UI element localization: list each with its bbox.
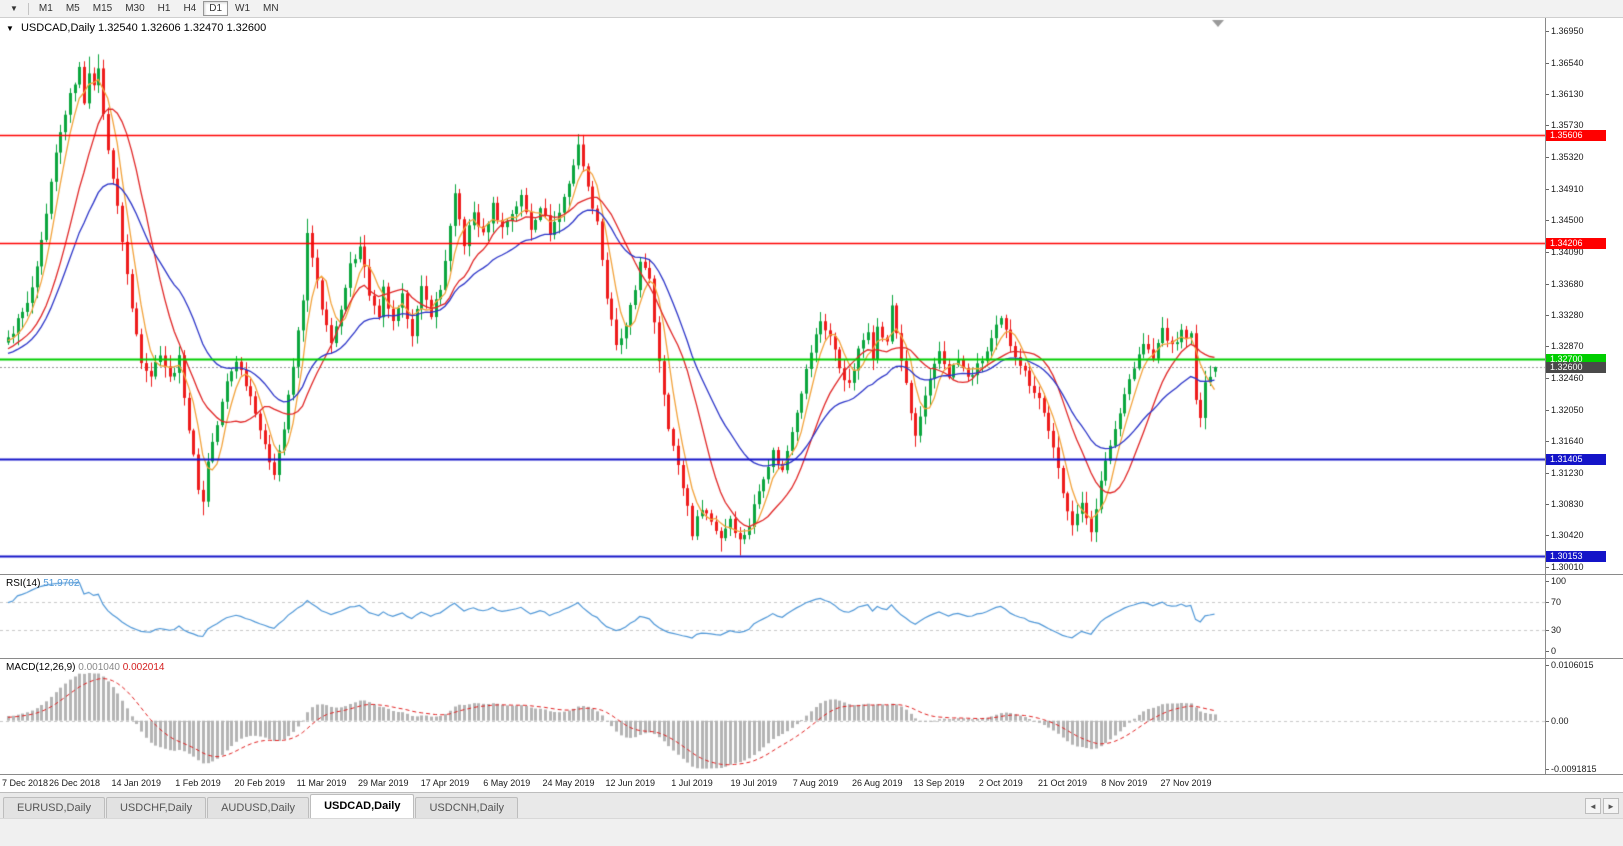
price-tick-label: 1.31640 xyxy=(1546,436,1584,447)
rsi-canvas[interactable] xyxy=(0,575,1545,658)
price-tick-label: 1.36950 xyxy=(1546,26,1584,37)
price-level-badge: 1.30153 xyxy=(1546,551,1606,562)
rsi-tick-label: 70 xyxy=(1545,596,1562,607)
macd-tick-label: 0.00 xyxy=(1546,715,1569,726)
price-tick-label: 1.36540 xyxy=(1546,57,1584,68)
price-tick-label: 1.33280 xyxy=(1546,309,1584,320)
price-axis[interactable]: 1.36950 1.36540 1.36130 1.35730 1.35320 1.349… xyxy=(1545,18,1623,574)
rsi-tick-label: 100 xyxy=(1545,575,1567,586)
date-label: 17 Apr 2019 xyxy=(420,778,470,788)
date-label: 1 Jul 2019 xyxy=(671,778,713,788)
macd-pane: MACD(12,26,9) 0.001040 0.002014 0.010601… xyxy=(0,659,1623,775)
price-level-badge: 1.32700 xyxy=(1546,354,1606,366)
date-label: 19 Jul 2019 xyxy=(730,778,778,788)
date-label: 12 Jun 2019 xyxy=(605,778,656,788)
chart-symbol-label: USDCAD,Daily xyxy=(20,22,95,34)
date-label: 20 Feb 2019 xyxy=(234,778,286,788)
tab-audusd-daily[interactable]: AUDUSD,Daily xyxy=(207,797,310,818)
date-label: 27 Nov 2019 xyxy=(1160,778,1212,788)
timeframe-button-d1[interactable]: D1 xyxy=(203,1,229,16)
rsi-axis[interactable]: 100 70 30 0 xyxy=(1545,575,1623,658)
price-tick-label: 1.33680 xyxy=(1546,278,1584,289)
chart-ohlc-values: 1.32540 1.32606 1.32470 1.32600 xyxy=(98,22,267,34)
price-level-badge: 1.35606 xyxy=(1546,129,1606,141)
price-tick-label: 1.34910 xyxy=(1546,183,1584,194)
price-tick-label: 1.34500 xyxy=(1546,215,1584,226)
rsi-tick-label: 0 xyxy=(1545,645,1557,656)
price-tick-label: 1.30420 xyxy=(1546,530,1584,541)
macd-axis[interactable]: 0.0106015 0.00 -0.0091815 xyxy=(1545,659,1623,774)
price-level-badge: 1.31405 xyxy=(1546,454,1606,466)
tab-eurusd-daily[interactable]: EURUSD,Daily xyxy=(3,797,105,818)
main-chart-canvas[interactable] xyxy=(0,18,1545,574)
price-tick-label: 1.36130 xyxy=(1546,89,1584,100)
date-label: 26 Dec 2018 xyxy=(48,778,101,788)
chart-window: ▼ USDCAD,Daily 1.32540 1.32606 1.32470 1… xyxy=(0,18,1623,792)
rsi-label: RSI(14) 51.9702 xyxy=(6,578,80,589)
tab-scroll-left-button[interactable]: ◄ xyxy=(1585,798,1601,814)
date-label: 21 Oct 2019 xyxy=(1037,778,1088,788)
price-tick-label: 1.30830 xyxy=(1546,498,1584,509)
chart-title: ▼ USDCAD,Daily 1.32540 1.32606 1.32470 1… xyxy=(6,22,266,34)
date-label: 2 Oct 2019 xyxy=(978,778,1023,788)
tab-usdcnh-daily[interactable]: USDCNH,Daily xyxy=(415,797,519,818)
tab-usdcad-daily[interactable]: USDCAD,Daily xyxy=(310,794,415,818)
price-tick-label: 1.31230 xyxy=(1546,467,1584,478)
price-level-badge: 1.34206 xyxy=(1546,238,1606,250)
macd-signal-value: 0.002014 xyxy=(122,662,165,673)
tab-scroll-right-button[interactable]: ► xyxy=(1603,798,1619,814)
rsi-tick-label: 30 xyxy=(1545,624,1562,635)
timeframe-button-m30[interactable]: M30 xyxy=(125,3,145,14)
macd-canvas[interactable] xyxy=(0,659,1545,774)
timeframe-button-h4[interactable]: H4 xyxy=(183,3,197,14)
date-label: 14 Jan 2019 xyxy=(111,778,162,788)
price-tick-label: 1.32870 xyxy=(1546,341,1584,352)
chart-menu-arrow-icon[interactable]: ▼ xyxy=(10,4,18,13)
timeframe-button-m15[interactable]: M15 xyxy=(92,3,113,14)
macd-main-value: 0.001040 xyxy=(78,662,120,673)
timeframe-button-w1[interactable]: W1 xyxy=(235,3,251,14)
date-label: 7 Dec 2018 xyxy=(2,778,49,788)
tab-usdchf-daily[interactable]: USDCHF,Daily xyxy=(105,797,207,818)
date-label: 13 Sep 2019 xyxy=(913,778,965,788)
price-tick-label: 1.32050 xyxy=(1546,404,1584,415)
macd-tick-label: 0.0106015 xyxy=(1546,660,1594,671)
rsi-pane: RSI(14) 51.9702 100 70 30 0 xyxy=(0,575,1623,659)
date-label: 1 Feb 2019 xyxy=(175,778,221,788)
toolbar-separator xyxy=(27,2,29,15)
tab-scroll-buttons: ◄ ► xyxy=(1585,798,1619,814)
date-label: 7 Aug 2019 xyxy=(792,778,839,788)
timeframe-buttons-group: M1 M5 M15 M30 H1 H4 D1 W1 MN xyxy=(33,1,286,16)
price-tick-label: 1.34090 xyxy=(1546,246,1584,257)
timeframe-button-m5[interactable]: M5 xyxy=(65,3,80,14)
price-tick-label: 1.35320 xyxy=(1546,152,1584,162)
timeframe-toolbar: ▼ M1 M5 M15 M30 H1 H4 D1 W1 MN xyxy=(0,0,1623,18)
one-click-trading-arrow-icon[interactable]: ▼ xyxy=(6,24,14,33)
price-tick-label: 1.35730 xyxy=(1546,120,1584,131)
date-label: 8 Nov 2019 xyxy=(1101,778,1148,788)
date-axis[interactable]: 7 Dec 2018 26 Dec 2018 14 Jan 2019 1 Feb 20… xyxy=(0,775,1623,792)
main-chart-pane: ▼ USDCAD,Daily 1.32540 1.32606 1.32470 1… xyxy=(0,18,1623,575)
macd-tick-label: -0.0091815 xyxy=(1546,763,1597,774)
macd-label: MACD(12,26,9) 0.001040 0.002014 xyxy=(6,662,165,673)
date-label: 29 Mar 2019 xyxy=(357,778,409,788)
date-label: 26 Aug 2019 xyxy=(851,778,903,788)
timeframe-button-mn[interactable]: MN xyxy=(263,3,279,14)
price-tick-label: 1.32460 xyxy=(1546,372,1584,383)
date-label: 6 May 2019 xyxy=(483,778,531,788)
current-price-badge: 1.32600 xyxy=(1546,362,1606,374)
date-label: 11 Mar 2019 xyxy=(296,778,347,788)
rsi-value: 51.9702 xyxy=(43,578,80,589)
timeframe-button-h1[interactable]: H1 xyxy=(157,3,171,14)
bottom-status-strip xyxy=(0,818,1623,846)
timeframe-button-m1[interactable]: M1 xyxy=(38,3,53,14)
chart-tab-bar: EURUSD,Daily USDCHF,Daily AUDUSD,Daily USDC… xyxy=(0,792,1623,818)
date-label: 24 May 2019 xyxy=(542,778,595,788)
price-tick-label: 1.30010 xyxy=(1546,562,1584,573)
